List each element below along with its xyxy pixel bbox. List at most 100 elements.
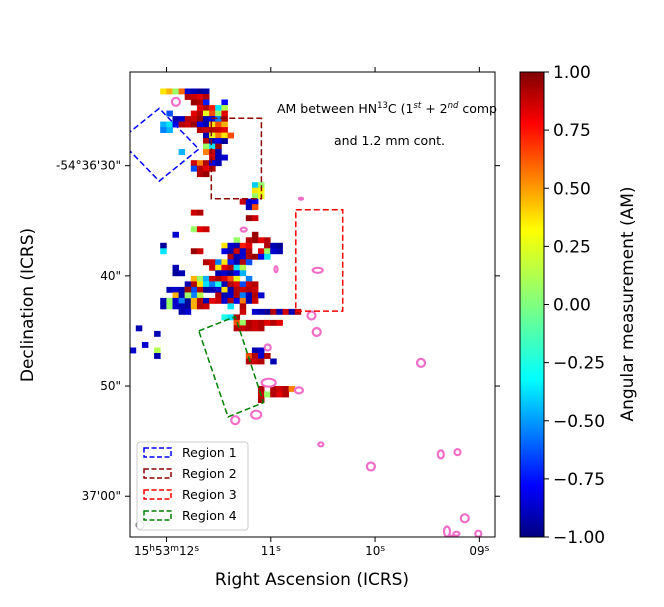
am-pixel	[258, 248, 265, 255]
am-pixel	[178, 88, 186, 95]
am-pixel	[245, 353, 253, 359]
am-pixel	[160, 242, 167, 249]
am-pixel	[276, 319, 283, 326]
am-pixel	[270, 319, 277, 326]
am-pixel	[166, 110, 173, 117]
am-pixel	[203, 127, 210, 133]
am-pixel	[172, 270, 179, 277]
am-pixel	[251, 358, 259, 365]
am-pixel	[239, 319, 247, 326]
am-pixel	[215, 121, 222, 128]
am-pixel	[221, 297, 228, 304]
am-pixel	[203, 275, 210, 282]
am-pixel	[245, 275, 253, 282]
am-pixel	[233, 264, 241, 271]
continuum-contour	[250, 409, 263, 420]
continuum-contour	[452, 530, 461, 537]
am-pixel	[221, 259, 228, 266]
am-pixel	[264, 242, 271, 249]
am-pixel	[264, 248, 271, 255]
am-pixel	[203, 99, 210, 106]
am-pixel	[239, 242, 247, 249]
am-pixel	[276, 386, 283, 392]
am-pixel	[251, 182, 259, 189]
am-pixel	[215, 281, 222, 288]
y-tick-label: 37'00"	[82, 489, 121, 503]
am-pixel	[258, 237, 265, 244]
am-pixel	[166, 121, 173, 128]
am-pixel	[190, 116, 198, 122]
am-pixel	[258, 319, 265, 326]
am-pixel	[166, 127, 173, 133]
am-pixel	[209, 259, 216, 266]
am-pixel	[215, 149, 222, 155]
am-pixel	[233, 281, 241, 288]
am-pixel	[215, 143, 222, 150]
am-pixel	[196, 110, 204, 117]
legend-swatch	[143, 510, 172, 521]
am-pixel	[251, 187, 259, 194]
continuum-contour	[415, 357, 427, 368]
am-pixel	[160, 88, 167, 95]
am-pixel	[209, 275, 216, 282]
am-pixel	[245, 253, 253, 260]
am-pixel	[215, 270, 222, 277]
am-pixel	[245, 248, 253, 255]
am-pixel	[184, 292, 192, 299]
am-pixel	[196, 94, 204, 100]
axis-ticks: 15h53m12s 11s 10s 09s -54°36'30" 40" 50" 37'00"	[56, 67, 500, 558]
am-pixel	[233, 314, 241, 321]
am-pixel	[203, 171, 210, 178]
colorbar-tick-label: 0.75	[553, 121, 591, 141]
am-pixel	[251, 286, 259, 293]
am-pixel	[203, 88, 210, 95]
am-pixel	[288, 308, 296, 315]
am-pixel	[160, 127, 167, 133]
am-pixel	[172, 292, 179, 299]
am-pixel	[221, 138, 228, 144]
am-pixels	[130, 88, 302, 403]
am-pixel	[184, 308, 192, 315]
am-pixel	[154, 347, 161, 354]
continuum-contour	[230, 415, 241, 426]
am-pixel	[203, 105, 210, 111]
am-pixel	[172, 88, 179, 95]
am-pixel	[172, 303, 179, 310]
am-pixel	[251, 347, 259, 354]
am-pixel	[233, 292, 241, 299]
am-pixel	[196, 171, 204, 178]
am-pixel	[233, 259, 241, 266]
am-pixel	[190, 94, 198, 100]
am-pixel	[233, 325, 241, 332]
continuum-contour	[306, 310, 317, 321]
legend-label: Region 4	[182, 508, 237, 523]
am-pixel	[251, 215, 259, 222]
am-pixel	[209, 105, 216, 111]
am-pixel	[203, 259, 210, 266]
legend: Region 1 Region 2 Region 3 Region 4	[136, 441, 249, 531]
region-boxes	[130, 107, 344, 418]
am-pixel	[221, 275, 228, 282]
am-pixel	[178, 116, 186, 122]
am-pixel	[221, 99, 228, 106]
am-pixel	[141, 342, 149, 348]
am-pixel	[227, 270, 234, 277]
y-tick-label: -54°36'30"	[56, 159, 121, 173]
continuum-contour	[273, 265, 279, 274]
am-pixel	[209, 160, 216, 167]
am-pixel	[245, 281, 253, 288]
am-pixel	[215, 127, 222, 133]
am-pixel	[258, 386, 265, 392]
am-pixel	[276, 308, 283, 315]
am-pixel	[196, 286, 204, 293]
am-pixel	[221, 105, 228, 111]
am-pixel	[227, 264, 234, 271]
am-pixel	[239, 259, 247, 266]
am-pixel	[258, 182, 265, 189]
am-pixel	[264, 308, 271, 315]
am-pixel	[251, 237, 259, 244]
region-3-box	[295, 208, 344, 312]
am-pixel	[221, 314, 228, 321]
am-pixel	[203, 297, 210, 304]
am-pixel	[233, 286, 241, 293]
